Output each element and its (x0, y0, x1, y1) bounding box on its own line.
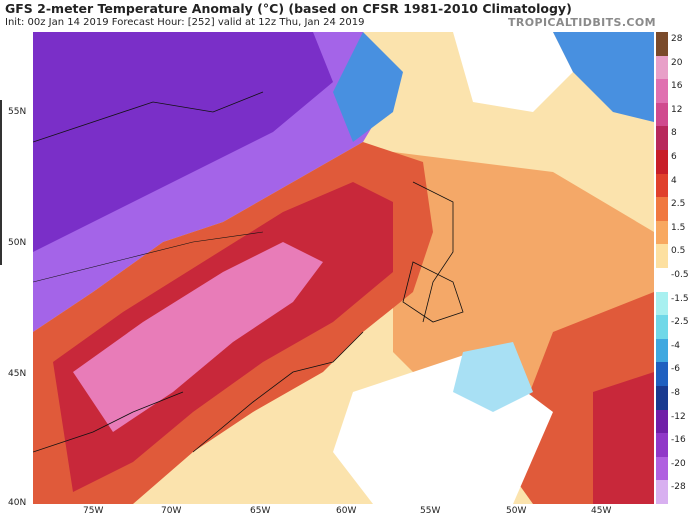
extreme-warm-region (73, 242, 323, 432)
legend-swatch (656, 480, 668, 505)
legend-tick-label: 2.5 (671, 199, 686, 210)
lon-label: 60W (336, 506, 357, 516)
lat-label: 45N (8, 369, 27, 379)
legend-swatch (656, 409, 668, 434)
temperature-anomaly-map[interactable] (33, 32, 654, 504)
color-legend: 28 20 16 12 8 6 4 2.5 1.5 0.5 -0.5 -1.5 -2.5 -4 -6 -8 -1… (656, 32, 692, 505)
legend-tick-label: -1.5 (671, 293, 689, 304)
legend-swatch (656, 456, 668, 481)
legend-swatch (656, 32, 668, 57)
legend-swatch (656, 338, 668, 363)
border-line (33, 231, 264, 283)
lon-label: 75W (83, 506, 104, 516)
legend-swatch (656, 173, 668, 198)
longitude-axis: 75W 70W 65W 60W 55W 50W 45W (33, 504, 654, 519)
site-brand[interactable]: TROPICALTIDBITS.COM (507, 16, 656, 29)
legend-tick-label: -20 (671, 458, 686, 469)
legend-tick-label: -0.5 (671, 270, 689, 280)
legend-swatch (656, 55, 668, 80)
coastline (412, 181, 454, 323)
legend-swatch (656, 244, 668, 269)
deep-cold-region (33, 32, 333, 252)
legend-tick-label: 6 (671, 152, 677, 162)
legend-swatch (656, 102, 668, 127)
cold-transition (333, 32, 403, 142)
legend-tick-label: 4 (671, 175, 677, 186)
legend-tick-label: 0.5 (671, 246, 686, 257)
border-line (33, 391, 184, 453)
legend-tick-label: 1.5 (671, 222, 686, 233)
legend-tick-label: 20 (671, 57, 683, 68)
legend-swatch (656, 268, 668, 293)
legend-swatch (656, 220, 668, 245)
neutral-region-north (453, 32, 573, 112)
coastline (192, 331, 364, 453)
latitude-axis: 55N 50N 45N 40N (0, 32, 33, 508)
legend-tick-label: 12 (671, 104, 683, 115)
lon-label: 50W (506, 506, 527, 516)
legend-swatch (656, 386, 668, 411)
legend-tick-label: 28 (671, 34, 683, 44)
legend-tick-label: -2.5 (671, 317, 689, 328)
lon-label: 45W (591, 506, 612, 516)
map-title: GFS 2-meter Temperature Anomaly (°C) (ba… (5, 1, 572, 16)
hotter-region-southeast (593, 372, 654, 504)
lon-label: 70W (161, 506, 182, 516)
legend-tick-label: 16 (671, 81, 683, 92)
legend-tick-label: -12 (671, 411, 686, 422)
newfoundland-outline (402, 261, 464, 323)
legend-swatch (656, 79, 668, 104)
lat-label: 50N (8, 238, 27, 248)
lat-label: 40N (8, 498, 27, 508)
lat-label: 55N (8, 107, 27, 117)
cool-patch-offshore (453, 342, 533, 412)
legend-swatch (656, 315, 668, 340)
legend-tick-label: -4 (671, 340, 680, 351)
legend-swatch (656, 150, 668, 175)
left-edge-bar (0, 100, 2, 265)
legend-swatch (656, 126, 668, 151)
legend-swatch (656, 197, 668, 222)
legend-tick-label: -8 (671, 388, 680, 398)
cool-region-northeast (553, 32, 654, 122)
legend-tick-label: -6 (671, 364, 680, 375)
legend-tick-label: -28 (671, 482, 686, 493)
lon-label: 65W (250, 506, 271, 516)
legend-tick-label: -16 (671, 435, 686, 446)
map-subtitle: Init: 00z Jan 14 2019 Forecast Hour: [25… (5, 17, 365, 28)
header: GFS 2-meter Temperature Anomaly (°C) (ba… (0, 0, 692, 32)
legend-tick-label: 8 (671, 128, 677, 139)
anomaly-field (33, 32, 654, 504)
legend-swatch (656, 433, 668, 458)
coastline (33, 91, 264, 143)
lon-label: 55W (420, 506, 441, 516)
legend-swatch (656, 362, 668, 387)
legend-swatch (656, 291, 668, 316)
